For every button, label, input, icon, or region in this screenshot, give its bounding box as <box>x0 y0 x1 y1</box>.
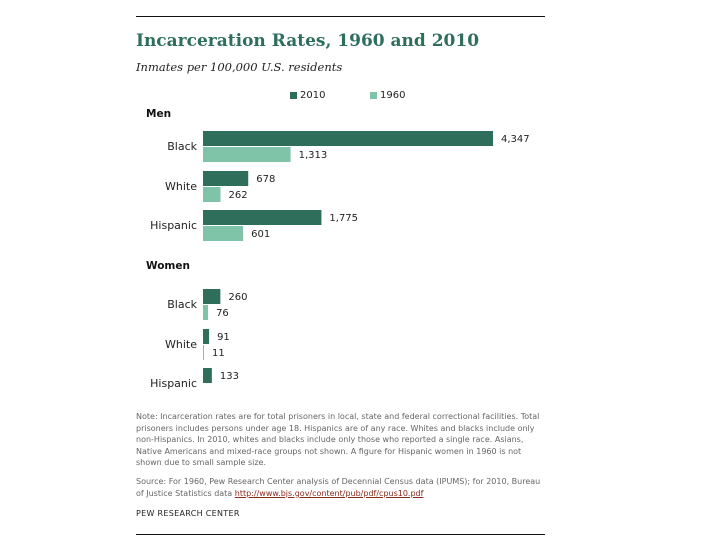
data-label-men-black-2010: 4,347 <box>501 134 530 145</box>
group-header-women: Women <box>146 260 190 272</box>
legend-swatch-1960 <box>370 92 377 99</box>
bar-women-black-1960 <box>203 305 209 320</box>
legend-item-1960: 1960 <box>370 90 405 101</box>
chart-source: Source: For 1960, Pew Research Center an… <box>136 476 546 499</box>
bar-men-white-2010 <box>203 171 249 186</box>
category-label-men-black: Black <box>167 140 197 153</box>
category-label-men-white: White <box>165 180 197 193</box>
brand-footer: PEW RESEARCH CENTER <box>136 509 240 518</box>
bar-women-black-2010 <box>203 289 221 304</box>
legend-swatch-2010 <box>290 92 297 99</box>
legend-label-1960: 1960 <box>380 90 406 101</box>
bar-women-white-1960 <box>203 345 204 360</box>
source-link[interactable]: http://www.bjs.gov/content/pub/pdf/cpus1… <box>234 488 424 498</box>
data-label-men-white-1960: 262 <box>228 190 247 201</box>
data-label-women-black-1960: 76 <box>216 308 229 319</box>
data-label-men-black-1960: 1,313 <box>299 150 328 161</box>
bar-men-black-2010 <box>203 131 493 146</box>
chart-title: Incarceration Rates, 1960 and 2010 <box>136 31 480 51</box>
category-label-women-black: Black <box>167 298 197 311</box>
data-label-women-hispanic-2010: 133 <box>220 371 239 382</box>
bar-men-hispanic-2010 <box>203 210 322 225</box>
chart-subtitle: Inmates per 100,000 U.S. residents <box>136 60 343 74</box>
bar-women-white-2010 <box>203 329 210 344</box>
source-text: Source: For 1960, Pew Research Center an… <box>136 477 541 498</box>
data-label-men-hispanic-2010: 1,775 <box>329 213 358 224</box>
chart-note: Note: Incarceration rates are for total … <box>136 412 540 467</box>
legend-label-2010: 2010 <box>300 90 326 101</box>
data-label-men-hispanic-1960: 601 <box>251 229 270 240</box>
bar-women-hispanic-2010 <box>203 368 212 383</box>
bar-men-white-1960 <box>203 187 221 202</box>
bottom-rule <box>136 534 545 535</box>
bar-men-hispanic-1960 <box>203 226 244 241</box>
bar-chart: Men Black 4,347 1,313 White 678 262 Hispanic 1,7… <box>146 108 530 390</box>
data-label-women-white-1960: 11 <box>212 348 225 359</box>
top-rule <box>136 16 545 17</box>
data-label-women-white-2010: 91 <box>217 332 230 343</box>
data-label-women-black-2010: 260 <box>228 292 247 303</box>
bar-men-black-1960 <box>203 147 291 162</box>
legend-item-2010: 2010 <box>290 90 325 101</box>
category-label-women-hispanic: Hispanic <box>150 377 197 390</box>
data-label-men-white-2010: 678 <box>256 174 275 185</box>
group-header-men: Men <box>146 108 171 120</box>
category-label-men-hispanic: Hispanic <box>150 219 197 232</box>
category-label-women-white: White <box>165 338 197 351</box>
